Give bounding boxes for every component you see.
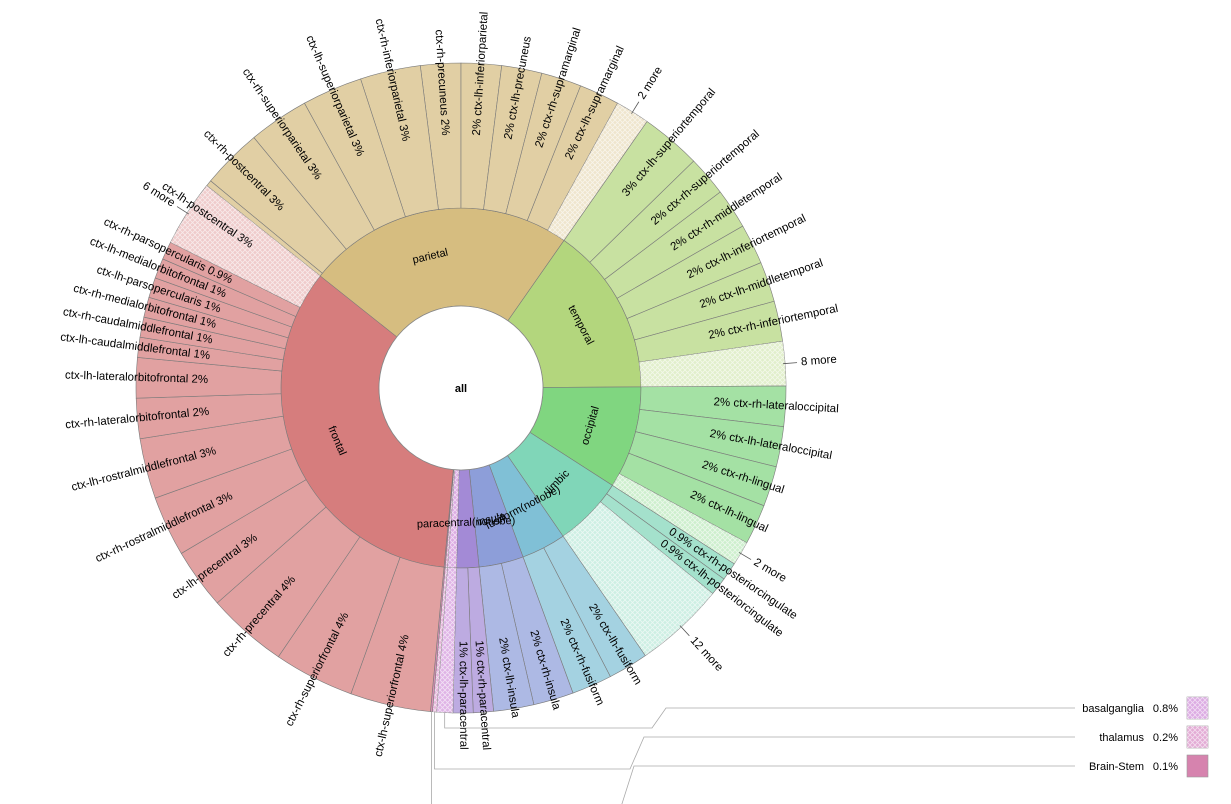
slice-value-ctx-lh-insula: 2%	[496, 637, 511, 655]
legend-item-thalamus: thalamus 0.2%	[434, 711, 1209, 770]
slice-name-ctx-rh-precuneus: ctx-rh-precuneus	[432, 29, 450, 119]
legend-swatch-brain-stem	[1186, 754, 1209, 778]
slice-value-ctx-lh-parsopercularis: 1%	[203, 299, 223, 316]
root-node[interactable]	[378, 305, 544, 471]
svg-text:2 more: 2 more	[751, 556, 788, 585]
slice-label-ctx-rh-precuneus: ctx-rh-precuneus 2%	[432, 29, 451, 136]
slice-8-more-hatch	[639, 341, 786, 387]
legend-value-thalamus: 0.2%	[1153, 732, 1178, 744]
more-label-8-more: 8 more	[783, 354, 838, 369]
slice-value-ctx-rh-inferiortemporal: 2%	[707, 327, 726, 342]
legend-name-brain-stem: Brain-Stem	[1089, 761, 1144, 773]
slice-2-more-hatch	[612, 473, 747, 564]
slice-name-ctx-lh-lateralorbitofrontal: ctx-lh-lateralorbitofrontal	[65, 370, 192, 386]
legend-value-basalganglia: 0.8%	[1153, 703, 1178, 715]
slice-value-ctx-lh-lateralorbitofrontal: 2%	[191, 374, 208, 387]
slice-value-ctx-rh-insula: 2%	[527, 629, 543, 648]
slice-value-ctx-lh-inferiorparietal: 2%	[471, 119, 484, 136]
slice-value-ctx-rh-caudalmiddlefrontal: 1%	[195, 332, 214, 347]
slice-value-ctx-lh-medialorbitofrontal: 1%	[208, 283, 228, 300]
category-basalganglia-hatch	[447, 469, 459, 568]
slice-value-ctx-lh-caudalmiddlefrontal: 1%	[193, 348, 211, 362]
slice-label-ctx-lh-paracentral: 1% ctx-lh-paracentral	[457, 641, 470, 750]
slice-value-ctx-rh-lateraloccipital: 2%	[713, 396, 730, 409]
root-label: all	[455, 383, 467, 395]
slice-value-ctx-lh-rostralmiddlefrontal: 3%	[198, 445, 217, 461]
slice-value-ctx-lh-superiorfrontal: 4%	[396, 634, 411, 653]
legend-item-brain-stem: Brain-Stem 0.1%	[431, 711, 1209, 804]
svg-text:2 more: 2 more	[636, 65, 665, 102]
more-label-2-more: 2 more	[631, 65, 665, 114]
slice-value-ctx-rh-lingual: 2%	[700, 459, 719, 475]
category-label-paracentral-notlobe: paracentral(notlobe)	[417, 515, 516, 531]
slice-12-more-hatch	[563, 501, 713, 656]
svg-text:ctx-rh-precuneus 2%: ctx-rh-precuneus 2%	[432, 29, 451, 136]
slice-6-more-hatch	[170, 185, 321, 308]
slice-value-ctx-rh-lateralorbitofrontal: 2%	[192, 406, 210, 420]
svg-text:1% ctx-lh-paracentral: 1% ctx-lh-paracentral	[457, 641, 470, 750]
legend-name-basalganglia: basalganglia	[1082, 703, 1145, 715]
slice-ctx-rh-postcentral[interactable]	[210, 137, 347, 274]
slice-ctx-rh-inferiorparietal[interactable]	[360, 65, 439, 218]
slice-value-ctx-rh-medialorbitofrontal: 1%	[198, 315, 217, 331]
slice-name-ctx-lh-paracentral: ctx-lh-paracentral	[457, 658, 470, 750]
more-label-12-more: 12 more	[679, 625, 725, 674]
slice-value-ctx-lh-paracentral: 1%	[457, 641, 469, 658]
slice-thalamus-hatch	[432, 567, 448, 713]
slice-value-ctx-rh-inferiorparietal: 3%	[396, 124, 411, 143]
slice-value-ctx-rh-precuneus: 2%	[438, 119, 451, 136]
slice-value-ctx-lh-lateraloccipital: 2%	[709, 428, 728, 443]
svg-text:12 more: 12 more	[688, 635, 725, 674]
slice-value-ctx-rh-paracentral: 1%	[472, 640, 485, 657]
slice-value-ctx-lh-precuneus: 2%	[503, 122, 518, 141]
slice-value-ctx-lh-middletemporal: 2%	[698, 294, 718, 311]
slice-value-ctx-rh-supramarginal: 2%	[534, 130, 551, 150]
svg-text:ctx-lh-lateralorbitofrontal: ctx-lh-lateralorbitofrontal 2%	[65, 370, 208, 386]
slice-ctx-lh-superiorparietal[interactable]	[304, 78, 406, 231]
svg-text:8 more: 8 more	[801, 354, 838, 369]
legend-value-brain-stem: 0.1%	[1153, 761, 1178, 773]
legend-name-thalamus: thalamus	[1099, 732, 1144, 744]
legend-item-basalganglia: basalganglia 0.8%	[444, 696, 1209, 729]
slice-basalganglia-hatch	[436, 567, 457, 713]
slice-label-ctx-lh-lateralorbitofrontal: ctx-lh-lateralorbitofrontal 2%	[65, 370, 208, 386]
slice-2-more-hatch	[547, 103, 648, 241]
slice-ctx-rh-superiorparietal[interactable]	[253, 102, 375, 250]
